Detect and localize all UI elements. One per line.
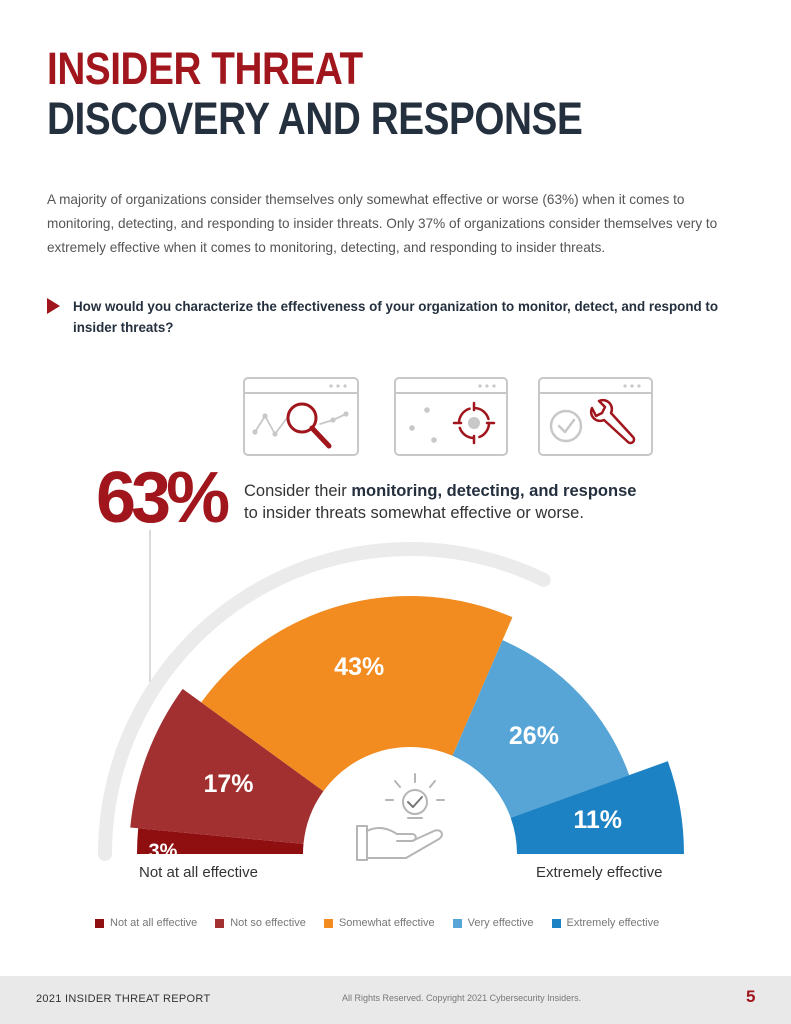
legend-swatch (95, 918, 104, 928)
legend-item: Extremely effective (551, 917, 660, 929)
chart-legend: Not at all effective Not so effective Some… (95, 917, 659, 929)
legend-item: Not at all effective (95, 917, 197, 929)
footer-copyright: All Rights Reserved. Copyright 2021 Cybe… (342, 993, 582, 1003)
callout-text-pre: Consider their (244, 482, 352, 500)
legend-label: Extremely effective (566, 917, 660, 929)
legend-label: Very effective (467, 917, 534, 929)
slice-not-so-effective (130, 688, 324, 844)
headline-percentage: 63% (96, 458, 230, 538)
legend-label: Somewhat effective (338, 917, 435, 929)
question-text: How would you characterize the effective… (73, 299, 719, 335)
slice-label: 26% (509, 722, 559, 750)
title-line-1: INSIDER THREAT (47, 43, 363, 94)
callout-text-bold: monitoring, detecting, and response (351, 482, 637, 500)
slice-label: 17% (204, 770, 254, 798)
page-footer: 2021 INSIDER THREAT REPORT All Rights Re… (0, 976, 791, 1024)
page-title: INSIDER THREAT DISCOVERY AND RESPONSE (47, 43, 583, 144)
page-number: 5 (746, 987, 756, 1006)
legend-swatch (452, 918, 462, 928)
callout-text-post: to insider threats somewhat effective or… (244, 504, 584, 522)
legend-label: Not at all effective (110, 917, 198, 929)
chart-outer-track (98, 542, 551, 861)
arrow-icon (47, 298, 60, 314)
title-line-2: DISCOVERY AND RESPONSE (47, 93, 583, 144)
legend-swatch (551, 918, 561, 928)
legend-item: Somewhat effective (323, 917, 435, 929)
slice-extremely-effective (510, 761, 684, 854)
legend-item: Very effective (452, 917, 534, 929)
legend-label: Not so effective (230, 917, 306, 929)
hand-lightbulb-check-icon (356, 773, 445, 861)
slice-label: 43% (334, 653, 384, 681)
slice-label: 3% (149, 840, 178, 862)
slice-not-at-all-effective (137, 828, 304, 854)
slice-very-effective (452, 640, 630, 818)
axis-label-left: Not at all effective (139, 864, 258, 881)
legend-item: Not so effective (215, 917, 306, 929)
axis-label-right: Extremely effective (536, 864, 663, 881)
legend-swatch (215, 918, 225, 928)
slice-somewhat-effective (201, 595, 513, 792)
legend-swatch (323, 918, 333, 928)
slice-label: 11% (573, 806, 622, 834)
intro-paragraph: A majority of organizations consider the… (47, 192, 718, 255)
footer-report-title: 2021 INSIDER THREAT REPORT (36, 993, 211, 1005)
headline-callout: Consider their monitoring, detecting, an… (244, 480, 684, 524)
